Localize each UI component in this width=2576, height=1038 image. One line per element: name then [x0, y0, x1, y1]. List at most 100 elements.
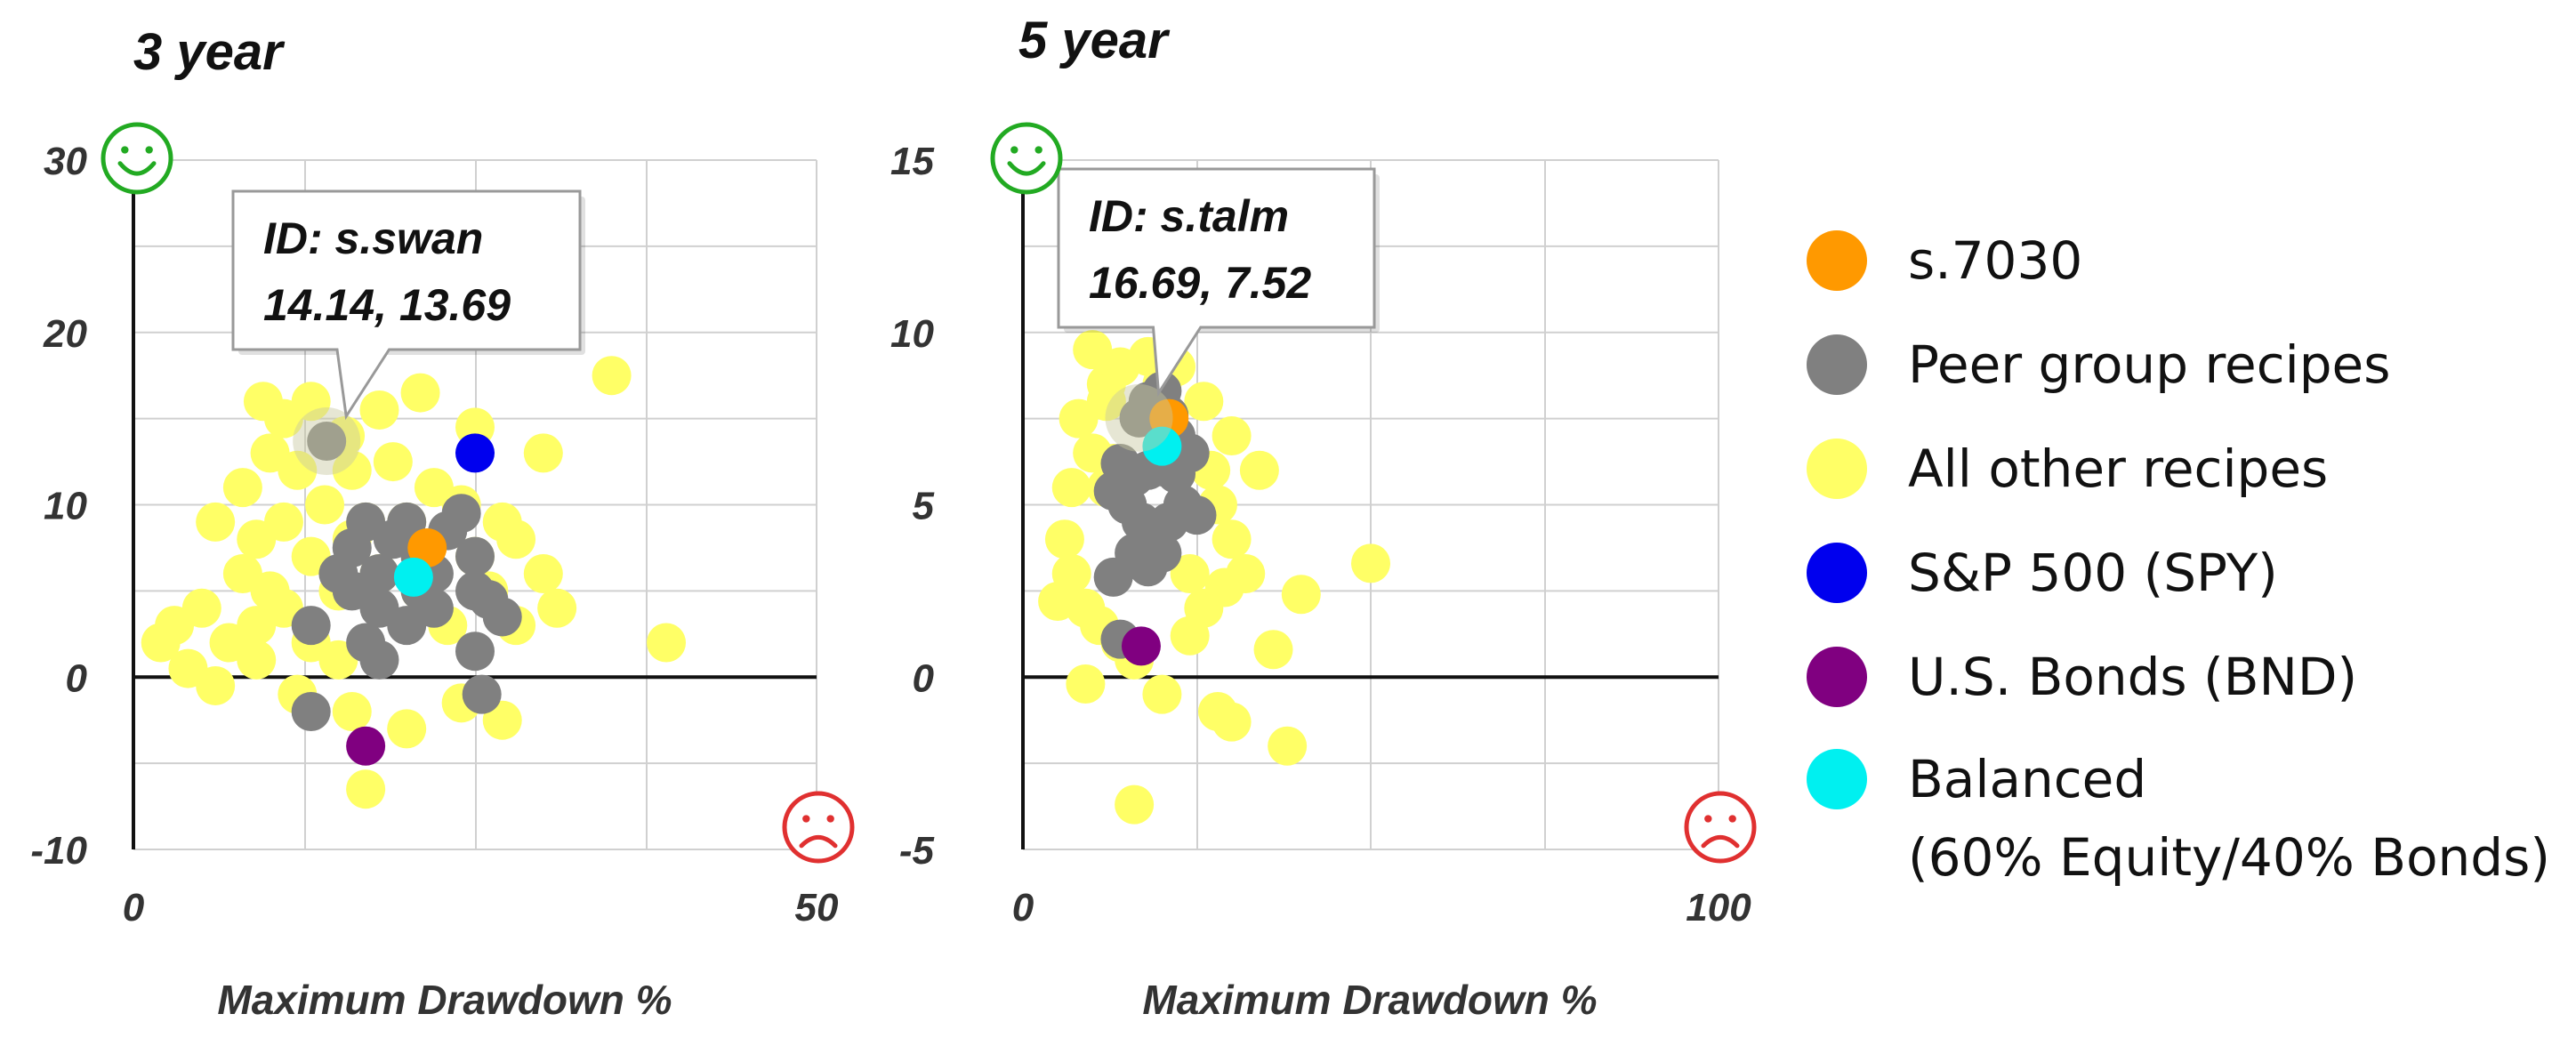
legend-label: S&P 500 (SPY) [1908, 543, 2278, 603]
point-all-other-recipes[interactable] [196, 665, 236, 705]
legend-item[interactable]: U.S. Bonds (BND) [1807, 647, 2357, 707]
point-peer-group-recipes[interactable] [455, 632, 495, 672]
point-all-other-recipes[interactable] [1115, 785, 1155, 825]
x-tick-label: 50 [795, 886, 839, 929]
point-all-other-recipes[interactable] [400, 373, 440, 413]
point-all-other-recipes[interactable] [1212, 702, 1252, 742]
point-peer-group-recipes[interactable] [441, 494, 481, 534]
point-all-other-recipes[interactable] [592, 356, 632, 396]
point-all-other-recipes[interactable] [1051, 468, 1091, 508]
point-all-other-recipes[interactable] [346, 769, 386, 809]
point-all-other-recipes[interactable] [1044, 519, 1084, 559]
point-all-other-recipes[interactable] [1170, 616, 1210, 656]
y-tick-label: -10 [30, 829, 87, 873]
point-all-other-recipes[interactable] [1086, 382, 1126, 422]
point-all-other-recipes[interactable] [181, 588, 221, 628]
legend-item[interactable]: s.7030 [1807, 230, 2082, 291]
point-all-other-recipes[interactable] [263, 502, 303, 542]
point-balanced[interactable] [393, 557, 433, 597]
point-all-other-recipes[interactable] [1281, 575, 1321, 615]
chart-5-year: 5 year 15 10 5 0 -5 0 100 Maximum Drawdown % ID: … [890, 12, 1757, 1023]
point-u-s-bonds-bnd[interactable] [1121, 626, 1161, 666]
point-all-other-recipes[interactable] [1038, 582, 1078, 621]
legend-item[interactable]: Peer group recipes [1807, 334, 2390, 395]
legend-item[interactable]: S&P 500 (SPY) [1807, 543, 2278, 603]
point-all-other-recipes[interactable] [387, 709, 427, 749]
point-all-other-recipes[interactable] [1268, 726, 1308, 766]
legend-label: All other recipes [1908, 439, 2328, 499]
legend-item[interactable]: Balanced (60% Equity/40% Bonds) [1807, 749, 2550, 888]
point-peer-group-recipes[interactable] [1142, 533, 1182, 573]
point-all-other-recipes[interactable] [523, 554, 563, 593]
point-all-other-recipes[interactable] [1212, 519, 1252, 559]
point-peer-group-recipes[interactable] [414, 588, 454, 628]
point-all-other-recipes[interactable] [523, 433, 563, 473]
point-all-other-recipes[interactable] [537, 588, 577, 628]
legend-label: U.S. Bonds (BND) [1908, 647, 2357, 707]
point-all-other-recipes[interactable] [305, 485, 345, 525]
hover-halo [1105, 383, 1173, 452]
x-axis-label: Maximum Drawdown % [1142, 977, 1597, 1023]
point-all-other-recipes[interactable] [647, 623, 687, 663]
point-all-other-recipes[interactable] [332, 692, 372, 731]
point-all-other-recipes[interactable] [373, 442, 413, 482]
point-all-other-recipes[interactable] [1253, 630, 1293, 670]
smiley-face-icon [990, 122, 1063, 195]
legend-swatch [1807, 230, 1867, 291]
x-axis-label: Maximum Drawdown % [217, 977, 672, 1023]
tooltip-id: ID: s.talm [1089, 191, 1289, 241]
point-all-other-recipes[interactable] [1142, 674, 1182, 714]
legend-swatch [1807, 439, 1867, 499]
y-tick-label: 0 [913, 656, 935, 700]
point-all-other-recipes[interactable] [278, 450, 318, 490]
point-peer-group-recipes[interactable] [307, 422, 347, 462]
point-all-other-recipes[interactable] [237, 640, 277, 680]
point-all-other-recipes[interactable] [1184, 382, 1224, 422]
point-peer-group-recipes[interactable] [291, 606, 331, 646]
point-all-other-recipes[interactable] [250, 571, 290, 611]
x-tick-label: 0 [123, 886, 145, 929]
point-s-p-500-spy[interactable] [455, 433, 495, 473]
tooltip-values: 14.14, 13.69 [263, 280, 511, 330]
point-all-other-recipes[interactable] [1204, 567, 1244, 608]
frowny-face-icon [1684, 791, 1757, 864]
point-all-other-recipes[interactable] [141, 623, 181, 663]
point-balanced[interactable] [1142, 426, 1182, 466]
frowny-face-icon [782, 791, 855, 864]
point-peer-group-recipes[interactable] [455, 536, 495, 576]
legend: s.7030 Peer group recipes All other recipe… [1807, 230, 2550, 888]
legend-item[interactable]: All other recipes [1807, 439, 2328, 499]
point-all-other-recipes[interactable] [1351, 543, 1390, 583]
point-peer-group-recipes[interactable] [455, 571, 495, 611]
legend-swatch [1807, 749, 1867, 809]
point-peer-group-recipes[interactable] [291, 692, 331, 731]
point-u-s-bonds-bnd[interactable] [346, 726, 386, 766]
point-all-other-recipes[interactable] [1170, 554, 1210, 593]
x-tick-label: 0 [1012, 886, 1034, 929]
y-tick-label: 10 [890, 312, 934, 356]
point-all-other-recipes[interactable] [196, 502, 236, 542]
point-all-other-recipes[interactable] [332, 450, 372, 490]
point-all-other-recipes[interactable] [291, 382, 331, 422]
point-peer-group-recipes[interactable] [462, 674, 502, 714]
legend-label: Balanced [1908, 749, 2146, 809]
point-all-other-recipes[interactable] [1239, 450, 1279, 490]
y-tick-label: 5 [913, 485, 935, 528]
point-all-other-recipes[interactable] [222, 468, 262, 508]
point-s-7030[interactable] [407, 527, 447, 567]
point-all-other-recipes[interactable] [359, 390, 399, 430]
point-peer-group-recipes[interactable] [359, 640, 399, 680]
chart-title: 5 year [1018, 12, 1171, 69]
point-peer-group-recipes[interactable] [318, 554, 358, 593]
point-peer-group-recipes[interactable] [482, 597, 522, 637]
point-peer-group-recipes[interactable] [1177, 495, 1217, 535]
point-all-other-recipes[interactable] [1212, 416, 1252, 455]
point-peer-group-recipes[interactable] [1093, 557, 1133, 597]
point-all-other-recipes[interactable] [496, 519, 536, 559]
legend-swatch [1807, 334, 1867, 395]
point-all-other-recipes[interactable] [1066, 664, 1106, 704]
y-tick-label: 0 [66, 656, 88, 700]
hover-halo [293, 407, 361, 476]
data-points [141, 356, 687, 809]
